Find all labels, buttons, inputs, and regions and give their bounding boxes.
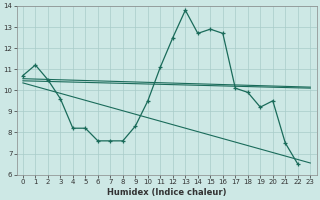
X-axis label: Humidex (Indice chaleur): Humidex (Indice chaleur) — [107, 188, 226, 197]
